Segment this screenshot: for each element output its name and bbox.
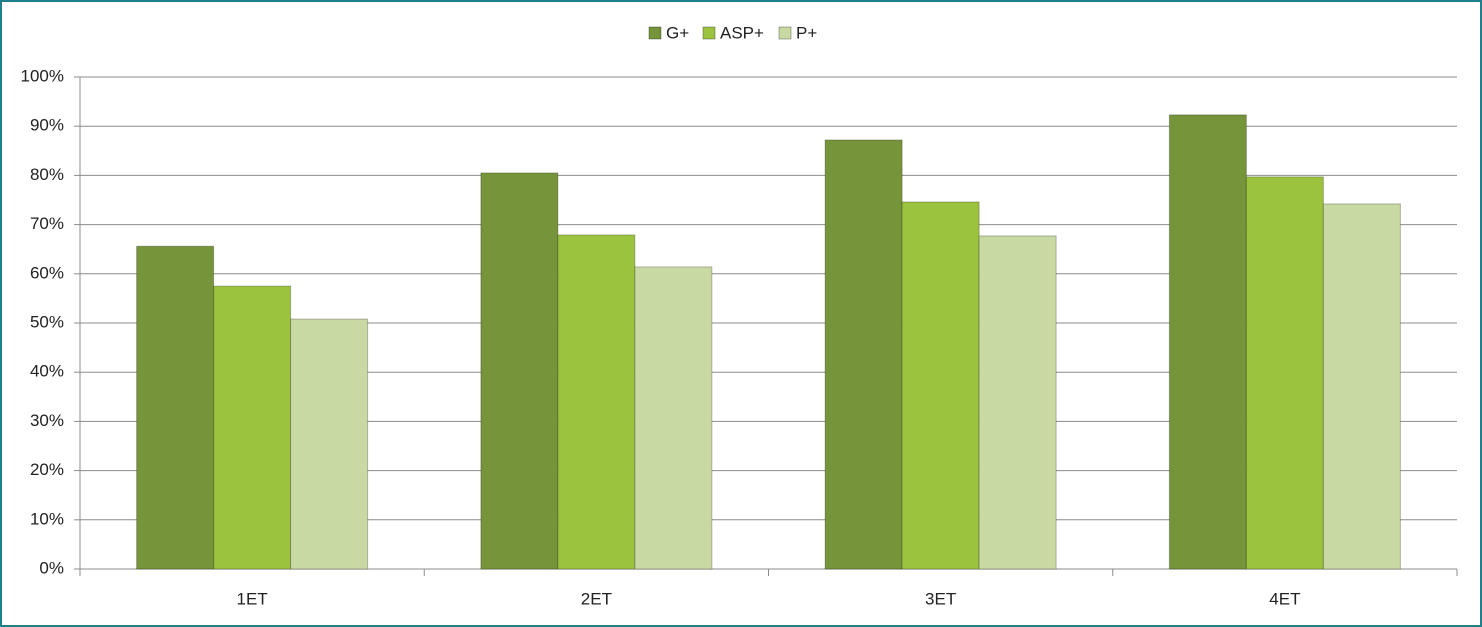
bar <box>824 139 903 570</box>
y-tick-label: 70% <box>30 214 64 233</box>
legend-label: ASP+ <box>720 23 764 42</box>
bar <box>136 245 215 570</box>
y-tick-label: 30% <box>30 411 64 430</box>
bar <box>901 201 980 570</box>
y-tick-label: 40% <box>30 362 64 381</box>
y-tick-label: 0% <box>39 558 64 577</box>
bar <box>290 318 369 570</box>
bar <box>978 235 1057 570</box>
bar <box>634 266 713 570</box>
bar <box>1168 114 1247 570</box>
x-tick-label: 1ET <box>237 589 268 608</box>
y-tick-label: 60% <box>30 263 64 282</box>
y-tick-label: 20% <box>30 460 64 479</box>
bar <box>1322 203 1401 570</box>
bar <box>213 285 292 570</box>
bar <box>1245 176 1324 570</box>
legend-label: G+ <box>666 23 689 42</box>
y-tick-label: 10% <box>30 509 64 528</box>
y-tick-label: 100% <box>21 66 64 85</box>
y-tick-label: 90% <box>30 116 64 135</box>
x-tick-label: 4ET <box>1269 589 1300 608</box>
y-tick-label: 50% <box>30 312 64 331</box>
legend-swatch <box>702 26 716 40</box>
x-tick-label: 3ET <box>925 589 956 608</box>
x-tick-label: 2ET <box>581 589 612 608</box>
bar <box>557 234 636 570</box>
legend-label: P+ <box>796 23 817 42</box>
y-tick-label: 80% <box>30 165 64 184</box>
legend-swatch <box>778 26 792 40</box>
legend-swatch <box>648 26 662 40</box>
bar <box>480 172 559 570</box>
